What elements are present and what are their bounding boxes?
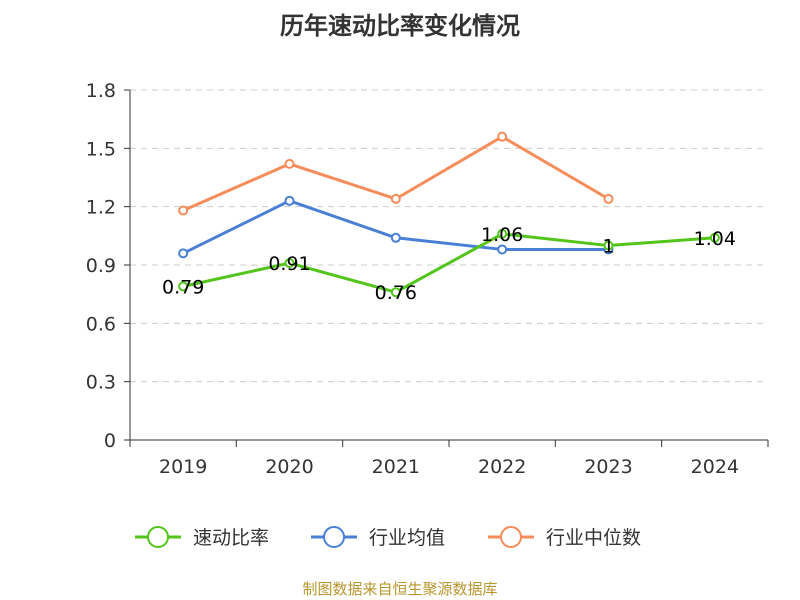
data-label: 0.79 — [162, 276, 204, 298]
legend-label: 速动比率 — [193, 527, 269, 549]
data-point — [284, 258, 295, 269]
legend-marker — [323, 526, 345, 548]
data-point — [284, 195, 295, 206]
y-tick-label: 0.6 — [86, 313, 116, 335]
data-point — [709, 232, 720, 243]
x-tick-label: 2019 — [159, 456, 207, 478]
chart-title: 历年速动比率变化情况 — [280, 12, 520, 40]
legend-marker — [500, 526, 522, 548]
y-tick-label: 1.2 — [86, 197, 116, 219]
data-point — [497, 131, 508, 142]
series-line-0 — [182, 232, 715, 294]
y-tick-label: 0.3 — [86, 372, 116, 394]
legend-label: 行业均值 — [369, 527, 445, 549]
series-line-1 — [182, 199, 609, 255]
data-label: 1 — [602, 236, 614, 258]
data-point — [603, 193, 614, 204]
x-tick-label: 2020 — [265, 456, 313, 478]
data-label: 0.76 — [375, 282, 417, 304]
x-tick-label: 2021 — [372, 456, 420, 478]
data-point — [390, 193, 401, 204]
data-point — [390, 232, 401, 243]
data-label: 1.04 — [694, 228, 736, 250]
data-point — [178, 205, 189, 216]
y-tick-label: 0.9 — [86, 255, 116, 277]
y-tick-label: 1.8 — [86, 80, 116, 102]
data-point — [178, 281, 189, 292]
y-tick-label: 0 — [104, 430, 116, 452]
legend-label: 行业中位数 — [546, 527, 641, 549]
legend-marker — [147, 526, 169, 548]
data-point — [497, 244, 508, 255]
data-point — [284, 158, 295, 169]
x-tick-label: 2022 — [478, 456, 526, 478]
data-point — [497, 228, 508, 239]
data-point — [178, 248, 189, 259]
data-label: 1.06 — [481, 224, 523, 246]
data-label: 0.91 — [268, 253, 310, 275]
source-note: 制图数据来自恒生聚源数据库 — [302, 580, 498, 598]
data-point — [390, 287, 401, 298]
data-point — [603, 240, 614, 251]
x-tick-label: 2023 — [584, 456, 632, 478]
x-tick-label: 2024 — [691, 456, 739, 478]
y-tick-label: 1.5 — [86, 138, 116, 160]
